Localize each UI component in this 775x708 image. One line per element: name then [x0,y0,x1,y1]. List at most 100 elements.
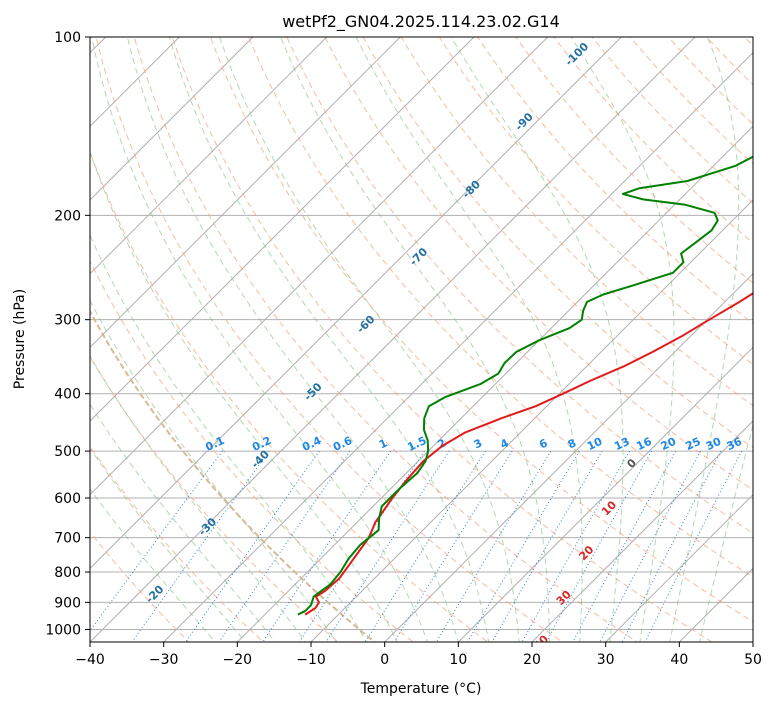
dry-adiabat-line [515,37,753,284]
dry-adiabat-line [362,37,753,449]
mixing-ratio-line [218,450,351,642]
x-tick-label: 40 [670,652,688,668]
isotherm-line [90,37,623,570]
reference-lines [0,10,775,654]
mixing-ratio-line [90,450,223,632]
mixing-ratio-line [644,450,743,642]
y-tick-label: 600 [54,491,81,507]
dry-adiabat-line [400,37,753,407]
moist-adiabat-line [90,150,398,642]
dry-adiabat-line [90,259,414,642]
mixing-ratio-line [393,450,513,642]
isotherm-line [604,493,753,642]
mixing-ratio-line [572,450,677,642]
mixing-ratio-label: 36 [725,435,745,453]
moist-adiabat-line [280,37,550,642]
dry-adiabat-line [286,37,753,534]
y-tick-label: 200 [54,208,81,224]
mixing-ratio-line [545,450,653,642]
mixing-ratio-line [521,450,630,642]
x-tick-label: −30 [149,652,179,668]
dry-adiabat-line [133,37,638,642]
isotherm-line [383,272,753,642]
moist-adiabat-line [669,37,740,642]
isotherm-line [236,125,753,642]
dry-adiabat-line [95,37,564,642]
mixing-ratio-label: 30 [704,435,724,453]
y-tick-label: 100 [54,30,81,46]
dry-adiabat-line [248,37,753,578]
x-tick-label: −40 [75,652,105,668]
mixing-ratio-label: 20 [659,435,679,453]
isotherm-line [90,37,696,642]
moist-adiabat-line [90,403,276,642]
dry-adiabat-line [756,10,775,654]
y-tick-label: 700 [54,531,81,547]
dewpoint-profile-line [297,155,753,616]
x-tick-label: 30 [597,652,615,668]
x-tick-label: −10 [296,652,326,668]
plot-background [90,37,753,642]
dry-adiabat-line [629,37,753,165]
isotherm-line [90,37,402,349]
y-tick-label: 1000 [45,622,81,638]
moist-adiabat-line [219,37,520,642]
mixing-ratio-label: 16 [634,435,654,453]
isotherm-line [310,199,753,642]
moist-adiabat-line [90,488,216,642]
isotherm-line [90,37,328,275]
moist-adiabat-label: 40 [531,632,551,652]
dry-adiabat-line [209,37,753,623]
mixing-ratio-line [262,450,392,642]
chart-title: wetPf2_GN04.2025.114.23.02.G14 [282,12,560,32]
moist-adiabat-line [90,299,337,642]
mixing-ratio-label: 25 [683,435,702,453]
mixing-ratio-line [491,450,603,642]
x-tick-label: 20 [523,652,541,668]
isotherm-line [0,10,59,654]
mixing-ratio-line [364,450,486,642]
mixing-ratio-label: 10 [585,435,605,453]
mixing-ratio-line [466,450,580,642]
dry-adiabat-line [591,37,753,204]
isotherm-line [90,37,254,201]
isotherm-line [531,420,753,642]
x-tick-label: 50 [744,652,762,668]
mixing-ratio-label: 13 [612,435,631,453]
dry-adiabat-line [477,37,753,325]
dry-adiabat-line [324,37,753,491]
moist-adiabat-line [355,37,583,642]
dry-adiabat-line [171,37,713,642]
dry-adiabat-line [90,531,190,642]
x-tick-label: 0 [380,652,389,668]
y-axis-label: Pressure (hPa) [12,289,28,389]
x-axis-label: Temperature (°C) [360,681,482,697]
moist-adiabat-line [570,37,675,642]
isotherm-line [90,37,475,422]
temperature-profile-line [304,292,753,616]
isotherm-line [162,51,753,642]
dry-adiabat-line [438,37,753,366]
moist-adiabat-line [699,422,753,642]
y-tick-label: 800 [54,565,81,581]
y-tick-label: 400 [54,387,81,403]
y-tick-label: 900 [54,595,81,611]
isotherm-line [90,37,549,496]
moist-adiabat-line [90,233,367,642]
profile-series [297,155,753,616]
x-tick-label: −20 [223,652,253,668]
dry-adiabat-line [90,309,377,642]
axes: −40 −30 −20 −10 0 10 20 30 40 50 100 200 300 400 500 60… [45,30,762,668]
y-tick-label: 300 [54,313,81,329]
moist-adiabat-line [450,37,624,642]
moist-adiabat-line [90,447,246,642]
isotherm-line [457,346,753,642]
y-tick-label: 500 [54,444,81,460]
moist-adiabat-line [91,37,429,642]
x-tick-label: 10 [449,652,467,668]
isotherm-line [90,37,181,128]
plot-frame [89,36,754,643]
moist-adiabat-line [168,37,490,642]
dry-adiabat-line [90,445,265,642]
